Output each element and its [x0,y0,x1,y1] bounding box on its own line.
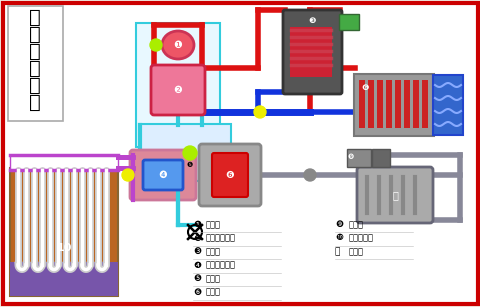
Bar [367,80,373,128]
Ellipse shape [162,31,193,59]
Text: ❹: ❹ [158,170,167,180]
Text: 储水罐: 储水罐 [205,247,220,256]
Text: ❺: ❺ [187,162,193,168]
Text: ⓫: ⓫ [334,247,340,256]
FancyBboxPatch shape [143,160,182,190]
Bar [394,80,400,128]
Text: ❾: ❾ [347,154,353,160]
Text: 游泳池换热器: 游泳池换热器 [205,261,236,270]
Bar [403,80,409,128]
Bar [412,80,418,128]
Text: 10: 10 [56,243,72,253]
Text: 独: 独 [29,25,41,44]
Text: 热: 热 [29,41,41,60]
FancyBboxPatch shape [10,155,118,170]
Bar [358,80,364,128]
FancyBboxPatch shape [8,6,63,121]
Circle shape [253,106,265,118]
FancyBboxPatch shape [432,75,462,135]
FancyBboxPatch shape [289,27,331,77]
Text: ❾: ❾ [334,220,342,229]
Bar [376,80,382,128]
FancyBboxPatch shape [212,153,248,197]
Text: 水: 水 [29,59,41,77]
Text: 单: 单 [29,7,41,26]
Text: ❿: ❿ [334,234,342,243]
Text: ❷: ❷ [173,85,182,95]
FancyBboxPatch shape [338,14,358,30]
FancyBboxPatch shape [10,168,118,296]
Text: 蒸发器: 蒸发器 [348,247,363,256]
Text: ❶: ❶ [192,220,201,229]
Bar [421,80,427,128]
Text: ❹: ❹ [192,261,201,270]
FancyBboxPatch shape [371,149,389,167]
Text: ❺: ❺ [192,274,201,283]
Text: 四通阀: 四通阀 [205,274,220,283]
Text: ❸: ❸ [308,15,315,25]
Text: ❷: ❷ [192,234,201,243]
Text: 膨胀阀: 膨胀阀 [348,220,363,229]
Text: ❸: ❸ [192,247,201,256]
Text: 能: 能 [29,92,41,111]
Text: 热回收换热器: 热回收换热器 [205,234,236,243]
FancyBboxPatch shape [136,23,219,147]
Text: 冷凝器: 冷凝器 [205,287,220,297]
Text: ❻: ❻ [192,287,201,297]
Text: ❶: ❶ [173,40,182,50]
FancyBboxPatch shape [139,124,230,181]
FancyBboxPatch shape [353,74,433,136]
Text: ⓫: ⓫ [391,190,397,200]
FancyBboxPatch shape [10,262,118,296]
Text: 土壤换热器: 土壤换热器 [348,234,373,243]
FancyBboxPatch shape [151,65,204,115]
Bar [385,80,391,128]
Text: ❻: ❻ [360,83,368,92]
Text: 功: 功 [29,76,41,95]
Circle shape [303,169,315,181]
FancyBboxPatch shape [130,150,195,200]
Circle shape [150,39,162,51]
FancyBboxPatch shape [356,167,432,223]
Text: 压缩机: 压缩机 [205,220,220,229]
FancyBboxPatch shape [3,3,477,304]
FancyBboxPatch shape [346,149,370,167]
FancyBboxPatch shape [282,10,341,94]
Circle shape [182,146,197,160]
FancyBboxPatch shape [199,144,261,206]
Text: ❻: ❻ [225,170,234,180]
Circle shape [122,169,134,181]
